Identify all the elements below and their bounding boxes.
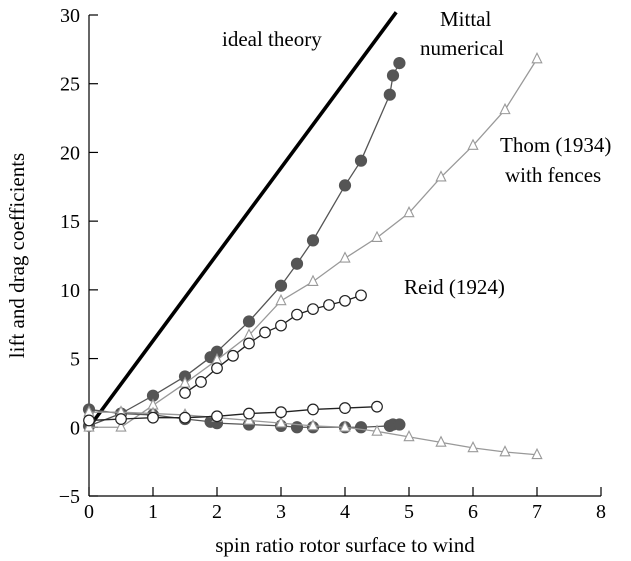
data-point (307, 303, 319, 315)
data-point (179, 387, 191, 399)
y-tick-label: 30 (60, 5, 80, 27)
annotation-mittal2: numerical (420, 36, 504, 60)
x-tick-label: 1 (148, 501, 158, 523)
data-point (259, 326, 271, 339)
x-tick-label: 8 (596, 501, 606, 523)
data-point (435, 435, 447, 447)
data-point (339, 402, 351, 414)
annotation-thom1: Thom (1934) (500, 133, 611, 157)
data-point (83, 414, 95, 427)
data-point (243, 407, 255, 420)
data-point (227, 349, 239, 362)
data-point (467, 440, 479, 453)
data-point (290, 257, 304, 270)
data-point (531, 447, 543, 460)
annotations-layer: ideal theory Mittal numerical Thom (1934) wi… (222, 7, 611, 299)
data-point (274, 279, 288, 292)
data-point (531, 52, 543, 64)
x-tick-label: 4 (340, 501, 350, 523)
data-point (307, 274, 319, 286)
data-point (467, 138, 479, 150)
series-line (87, 11, 398, 429)
y-tick-label: 15 (60, 211, 80, 233)
data-point (499, 102, 511, 115)
data-point (291, 308, 303, 321)
data-point (195, 376, 207, 388)
y-tick-label: 25 (60, 74, 80, 96)
annotation-reid: Reid (1924) (404, 275, 505, 299)
data-point (393, 418, 406, 431)
data-point (290, 421, 304, 434)
series-ideal-theory (87, 11, 398, 429)
data-point (339, 294, 351, 307)
data-point (243, 413, 255, 425)
annotation-thom2: with fences (505, 163, 601, 187)
y-tick-label: 10 (60, 280, 80, 302)
x-tick-label: 6 (468, 501, 478, 523)
y-tick-label: 5 (70, 349, 80, 371)
data-point (403, 429, 415, 442)
data-point (371, 424, 383, 436)
data-point (307, 403, 319, 416)
series-mittal-numerical (82, 57, 406, 433)
data-point (83, 420, 95, 432)
series-reid-1924-drag (83, 400, 383, 427)
data-point (242, 315, 256, 328)
data-point (355, 289, 367, 302)
data-point (307, 418, 319, 431)
data-point (339, 251, 351, 263)
data-point (115, 420, 127, 432)
data-point (371, 400, 383, 413)
data-point (275, 406, 287, 419)
data-point (354, 154, 368, 167)
data-point (306, 234, 320, 247)
series-thom-1934-with-fences (83, 52, 543, 432)
x-tick-label: 3 (276, 501, 286, 523)
x-tick-label: 2 (212, 501, 222, 523)
data-point (211, 410, 223, 423)
data-point (275, 293, 287, 306)
x-tick-label: 7 (532, 501, 542, 523)
y-tick-label: 20 (60, 142, 80, 164)
y-tick-label: 0 (70, 417, 80, 439)
data-point (275, 416, 287, 428)
series-reid-1924 (179, 289, 367, 399)
data-point (243, 337, 255, 350)
data-point (338, 179, 352, 192)
annotation-mittal1: Mittal (440, 7, 491, 31)
data-point (386, 69, 400, 82)
annotation-ideal: ideal theory (222, 27, 322, 51)
data-point (339, 420, 351, 432)
y-axis-title: lift and drag coefficients (5, 153, 29, 358)
series-line (88, 406, 378, 422)
data-point (499, 445, 511, 457)
data-point (179, 411, 191, 424)
data-point (383, 88, 396, 101)
x-tick-label: 0 (84, 501, 94, 523)
data-point (435, 170, 447, 182)
data-point (147, 411, 159, 424)
data-point (403, 205, 415, 218)
data-point (211, 362, 223, 375)
data-point (115, 413, 127, 425)
data-point (323, 299, 335, 311)
y-tick-label: −5 (59, 486, 80, 508)
series-layer (82, 11, 543, 460)
x-tick-label: 5 (404, 501, 414, 523)
data-point (275, 319, 287, 332)
data-point (371, 230, 383, 242)
x-axis-title: spin ratio rotor surface to wind (215, 533, 475, 557)
series-line (88, 62, 400, 427)
data-point (354, 421, 368, 434)
data-point (393, 57, 406, 70)
